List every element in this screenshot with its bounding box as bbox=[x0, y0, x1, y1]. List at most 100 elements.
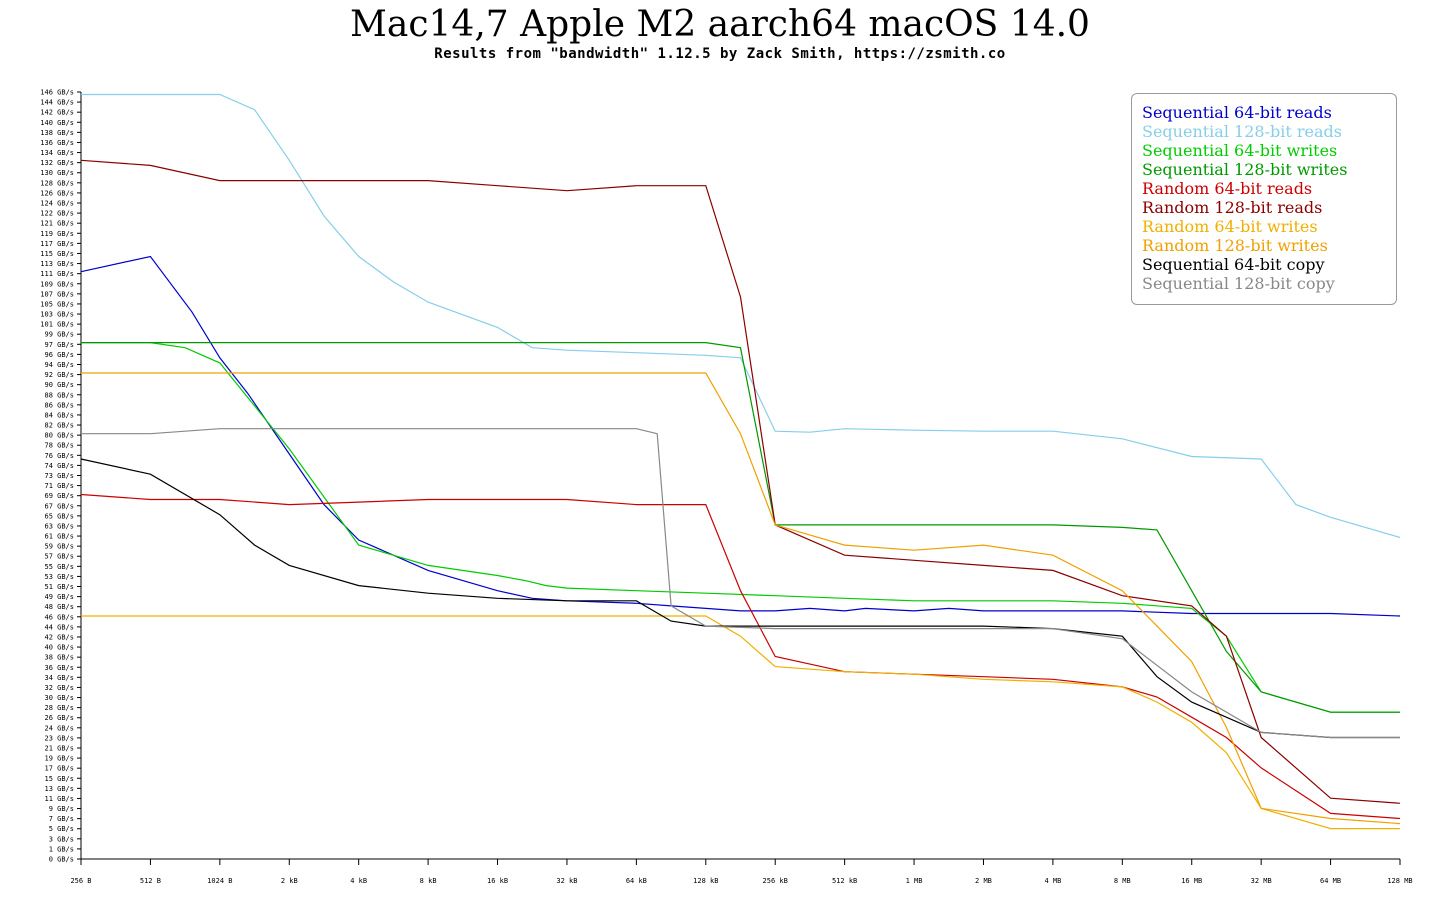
y-tick-label: 1 GB/s bbox=[49, 845, 74, 853]
y-tick-label: 23 GB/s bbox=[44, 734, 74, 742]
y-tick-label: 82 GB/s bbox=[44, 422, 74, 430]
series-line-8 bbox=[81, 372, 1401, 825]
legend-item: Sequential 128-bit reads bbox=[1142, 122, 1342, 141]
x-tick-label: 64 kB bbox=[626, 877, 647, 885]
y-tick-label: 36 GB/s bbox=[44, 664, 74, 672]
legend-item: Random 128-bit reads bbox=[1142, 198, 1323, 217]
legend-item: Sequential 64-bit copy bbox=[1142, 255, 1325, 274]
y-tick-label: 144 GB/s bbox=[40, 99, 74, 107]
legend-item: Random 64-bit reads bbox=[1142, 179, 1313, 198]
y-tick-label: 88 GB/s bbox=[44, 391, 74, 399]
x-tick-label: 2 MB bbox=[975, 877, 992, 885]
y-tick-label: 86 GB/s bbox=[44, 401, 74, 409]
y-tick-label: 138 GB/s bbox=[40, 129, 74, 137]
y-tick-label: 76 GB/s bbox=[44, 452, 74, 460]
series-line-2 bbox=[81, 93, 1401, 539]
y-tick-label: 71 GB/s bbox=[44, 482, 74, 490]
legend-item: Sequential 64-bit reads bbox=[1142, 103, 1332, 122]
y-tick-label: 38 GB/s bbox=[44, 654, 74, 662]
legend-item: Random 128-bit writes bbox=[1142, 236, 1328, 255]
y-tick-label: 84 GB/s bbox=[44, 411, 74, 419]
y-tick-label: 11 GB/s bbox=[44, 795, 74, 803]
y-tick-label: 24 GB/s bbox=[44, 724, 74, 732]
y-tick-label: 53 GB/s bbox=[44, 573, 74, 581]
y-tick-label: 74 GB/s bbox=[44, 462, 74, 470]
y-tick-label: 99 GB/s bbox=[44, 331, 74, 339]
x-tick-label: 64 MB bbox=[1320, 877, 1341, 885]
y-tick-label: 40 GB/s bbox=[44, 644, 74, 652]
y-tick-label: 9 GB/s bbox=[49, 805, 74, 813]
y-tick-label: 73 GB/s bbox=[44, 472, 74, 480]
series-line-4 bbox=[81, 342, 1400, 713]
y-tick-label: 19 GB/s bbox=[44, 755, 74, 763]
y-tick-label: 42 GB/s bbox=[44, 633, 74, 641]
legend-item: Sequential 128-bit copy bbox=[1142, 274, 1335, 293]
x-tick-label: 1 MB bbox=[906, 877, 923, 885]
y-tick-label: 113 GB/s bbox=[40, 260, 74, 268]
x-tick-label: 16 kB bbox=[487, 877, 508, 885]
x-tick-label: 4 MB bbox=[1044, 877, 1061, 885]
y-tick-label: 140 GB/s bbox=[40, 119, 74, 127]
y-tick-label: 0 GB/s bbox=[49, 856, 74, 864]
y-tick-label: 63 GB/s bbox=[44, 522, 74, 530]
y-tick-label: 30 GB/s bbox=[44, 694, 74, 702]
y-tick-label: 67 GB/s bbox=[44, 502, 74, 510]
y-tick-label: 57 GB/s bbox=[44, 553, 74, 561]
y-tick-label: 49 GB/s bbox=[44, 593, 74, 601]
y-tick-label: 101 GB/s bbox=[40, 321, 74, 329]
y-tick-label: 130 GB/s bbox=[40, 169, 74, 177]
legend-item: Sequential 128-bit writes bbox=[1142, 160, 1348, 179]
axes: 0 GB/s 1 GB/s 3 GB/s 5 GB/s 7 GB/s 9 GB/s 11 G… bbox=[40, 89, 1412, 886]
y-tick-label: 105 GB/s bbox=[40, 300, 74, 308]
y-tick-label: 44 GB/s bbox=[44, 623, 74, 631]
y-tick-label: 109 GB/s bbox=[40, 280, 74, 288]
y-tick-label: 128 GB/s bbox=[40, 179, 74, 187]
y-tick-label: 21 GB/s bbox=[44, 744, 74, 752]
y-tick-label: 17 GB/s bbox=[44, 765, 74, 773]
y-tick-label: 59 GB/s bbox=[44, 543, 74, 551]
y-tick-label: 142 GB/s bbox=[40, 109, 74, 117]
y-tick-label: 117 GB/s bbox=[40, 240, 74, 248]
x-tick-label: 32 kB bbox=[556, 877, 577, 885]
y-tick-label: 119 GB/s bbox=[40, 230, 74, 238]
y-tick-label: 28 GB/s bbox=[44, 704, 74, 712]
y-tick-label: 94 GB/s bbox=[44, 361, 74, 369]
x-tick-label: 256 B bbox=[70, 877, 91, 885]
y-tick-label: 34 GB/s bbox=[44, 674, 74, 682]
y-tick-label: 134 GB/s bbox=[40, 149, 74, 157]
y-tick-label: 92 GB/s bbox=[44, 371, 74, 379]
y-tick-label: 13 GB/s bbox=[44, 785, 74, 793]
y-tick-label: 32 GB/s bbox=[44, 684, 74, 692]
legend-item: Sequential 64-bit writes bbox=[1142, 141, 1338, 160]
chart-title: Mac14,7 Apple M2 aarch64 macOS 14.0 bbox=[350, 4, 1090, 45]
y-tick-label: 121 GB/s bbox=[40, 220, 74, 228]
y-tick-label: 146 GB/s bbox=[40, 89, 74, 97]
y-tick-label: 90 GB/s bbox=[44, 381, 74, 389]
x-tick-label: 8 kB bbox=[420, 877, 437, 885]
x-tick-label: 32 MB bbox=[1251, 877, 1272, 885]
y-tick-label: 97 GB/s bbox=[44, 341, 74, 349]
series-layer bbox=[80, 93, 1401, 830]
y-tick-label: 80 GB/s bbox=[44, 432, 74, 440]
y-tick-label: 48 GB/s bbox=[44, 603, 74, 611]
y-tick-label: 107 GB/s bbox=[40, 290, 74, 298]
y-tick-label: 136 GB/s bbox=[40, 139, 74, 147]
x-tick-label: 128 MB bbox=[1387, 877, 1412, 885]
chart-subtitle: Results from "bandwidth" 1.12.5 by Zack … bbox=[434, 46, 1006, 62]
y-tick-label: 126 GB/s bbox=[40, 189, 74, 197]
x-tick-label: 512 B bbox=[140, 877, 161, 885]
x-tick-label: 256 kB bbox=[763, 877, 788, 885]
y-tick-label: 132 GB/s bbox=[40, 159, 74, 167]
y-tick-label: 26 GB/s bbox=[44, 714, 74, 722]
y-tick-label: 61 GB/s bbox=[44, 533, 74, 541]
y-tick-label: 78 GB/s bbox=[44, 442, 74, 450]
x-tick-label: 2 kB bbox=[281, 877, 298, 885]
y-tick-label: 15 GB/s bbox=[44, 775, 74, 783]
series-line-7 bbox=[81, 615, 1400, 830]
legend: Sequential 64-bit reads Sequential 128-bi… bbox=[1131, 93, 1397, 305]
y-tick-label: 55 GB/s bbox=[44, 563, 74, 571]
y-tick-label: 51 GB/s bbox=[44, 583, 74, 591]
series-line-6 bbox=[80, 159, 1401, 804]
y-tick-label: 111 GB/s bbox=[40, 270, 74, 278]
